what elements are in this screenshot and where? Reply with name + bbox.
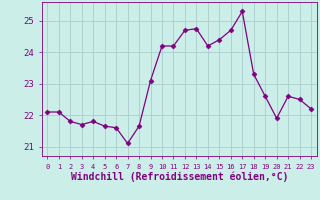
- X-axis label: Windchill (Refroidissement éolien,°C): Windchill (Refroidissement éolien,°C): [70, 171, 288, 182]
